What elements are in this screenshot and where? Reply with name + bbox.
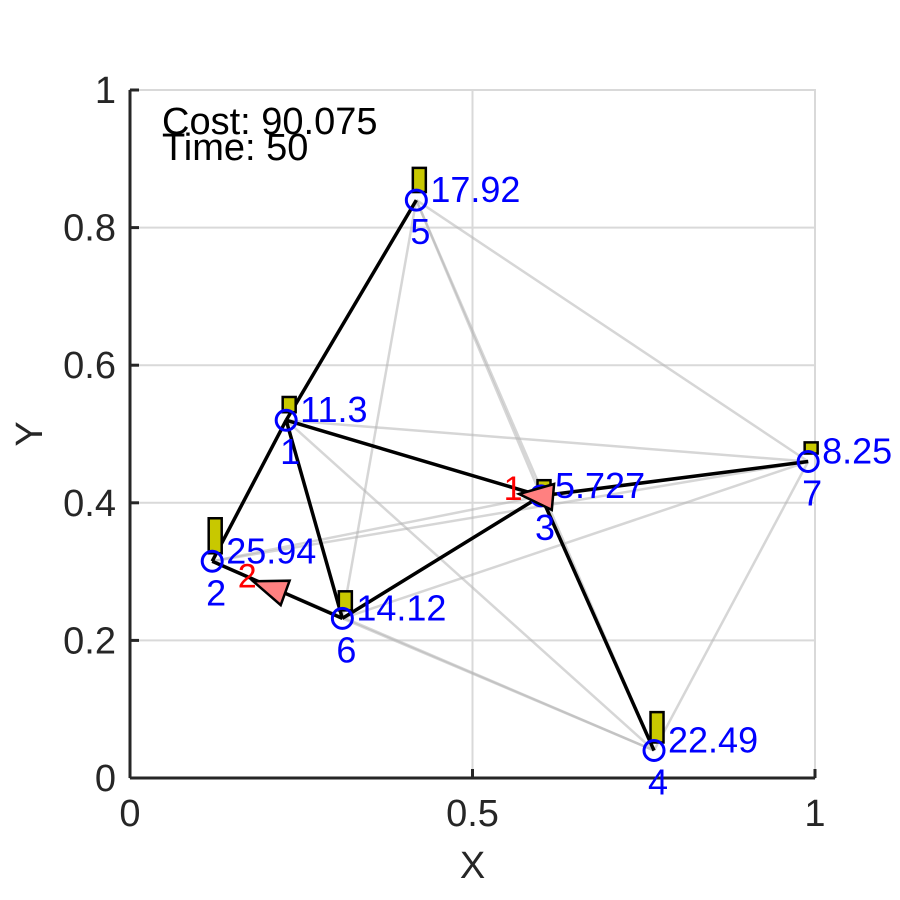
background-edge bbox=[415, 199, 809, 463]
node-id-label: 7 bbox=[802, 473, 822, 514]
node-id-label: 6 bbox=[336, 629, 356, 670]
background-edge bbox=[211, 494, 542, 563]
node-id-label: 4 bbox=[648, 761, 668, 802]
agent-marker bbox=[249, 579, 292, 608]
node-value-label: 5.727 bbox=[555, 465, 645, 506]
agent-label: 2 bbox=[238, 557, 257, 595]
node-value-label: 8.25 bbox=[822, 431, 892, 472]
background-edge bbox=[285, 419, 655, 752]
route-edges bbox=[210, 199, 809, 752]
node-marker bbox=[404, 188, 428, 212]
node-value-label: 17.92 bbox=[430, 169, 520, 210]
node-id-label: 5 bbox=[410, 211, 430, 252]
node-marker bbox=[330, 606, 354, 630]
axes: 0 0.5 1 0 0.2 0.4 0.6 0.8 1 X Y bbox=[9, 70, 826, 887]
route-edge bbox=[285, 418, 542, 498]
node-marker bbox=[200, 549, 224, 573]
y-tick-label: 1 bbox=[95, 70, 116, 112]
background-edge bbox=[341, 617, 655, 752]
background-edge bbox=[211, 460, 809, 563]
node-id-label: 1 bbox=[280, 431, 300, 472]
y-tick-label: 0.2 bbox=[63, 620, 116, 662]
node-value-label: 11.3 bbox=[300, 389, 367, 430]
node-value-label: 14.12 bbox=[356, 587, 446, 628]
y-tick-label: 0 bbox=[95, 758, 116, 800]
nodes bbox=[200, 188, 820, 762]
background-edge bbox=[286, 418, 809, 463]
demand-bars bbox=[207, 166, 819, 744]
route-edge bbox=[284, 419, 345, 619]
background-edge bbox=[652, 460, 810, 752]
background-edge bbox=[341, 199, 418, 619]
y-tick-label: 0.6 bbox=[63, 345, 116, 387]
route-edge bbox=[341, 494, 542, 620]
node-id-label: 2 bbox=[206, 572, 226, 613]
agent-label: 1 bbox=[504, 470, 523, 508]
y-tick-label: 0.8 bbox=[63, 208, 116, 250]
node-value-label: 22.49 bbox=[668, 719, 758, 760]
node-marker bbox=[274, 408, 298, 432]
demand-bar bbox=[649, 710, 665, 744]
agent-marker bbox=[515, 482, 556, 512]
node-id-label: 3 bbox=[535, 507, 555, 548]
y-axis-label: Y bbox=[9, 421, 51, 446]
background-edge bbox=[341, 460, 809, 620]
route-edge bbox=[210, 419, 288, 563]
x-tick-label: 1 bbox=[804, 793, 825, 835]
node-marker bbox=[642, 738, 666, 762]
route-edge bbox=[539, 495, 656, 752]
x-tick-label: 0 bbox=[119, 793, 140, 835]
node-marker bbox=[796, 450, 820, 474]
info-panel: Cost: 90.075 Time: 50 bbox=[162, 101, 377, 169]
background-edges bbox=[211, 199, 810, 752]
y-tick-label: 0.4 bbox=[63, 483, 116, 525]
agents: 12 bbox=[238, 470, 556, 608]
x-tick-label: 0.5 bbox=[446, 793, 499, 835]
route-edge bbox=[540, 459, 809, 498]
node-value-label: 25.94 bbox=[226, 530, 316, 571]
cost-text: Cost: 90.075 bbox=[162, 101, 377, 143]
demand-bar bbox=[411, 166, 428, 194]
route-edge bbox=[284, 199, 418, 422]
demand-bar bbox=[207, 517, 223, 555]
x-axis-label: X bbox=[460, 845, 485, 887]
time-text: Time: 50 bbox=[162, 127, 308, 169]
